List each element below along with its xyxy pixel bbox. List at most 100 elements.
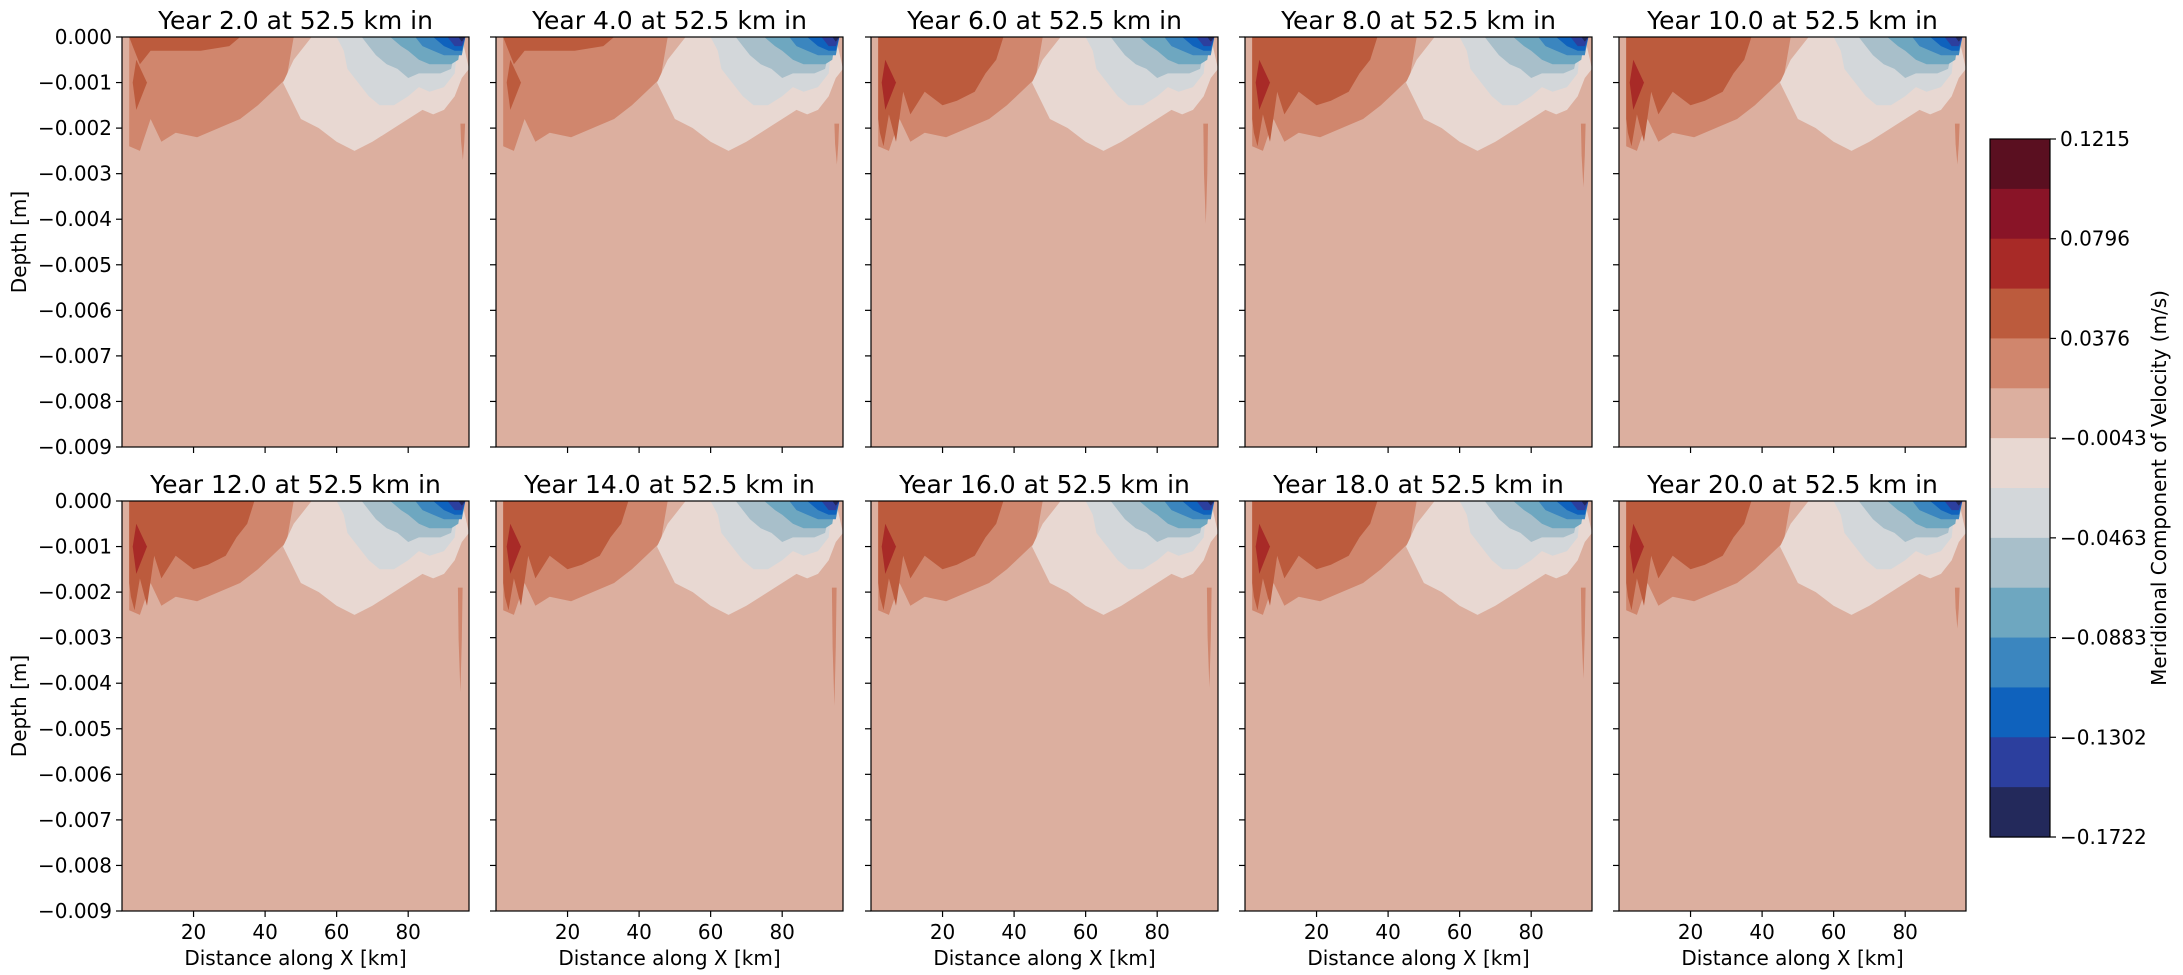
panel-1: Year 2.0 at 52.5 km in 0.000 −0.001 −0.002 −… (7, 6, 470, 459)
y-tick-label: 0.000 (55, 489, 112, 513)
axes-frame (1244, 36, 1593, 448)
contour-west-level-2 (871, 501, 1004, 611)
x-tick-label: 60 (698, 920, 723, 944)
contour-east-plume (1580, 587, 1586, 679)
panel-5: Year 10.0 at 52.5 km in (1613, 6, 1967, 453)
contour-west-level-1 (122, 37, 294, 151)
panel-title: Year 4.0 at 52.5 km in (531, 6, 807, 35)
contour-east-plume (1580, 123, 1586, 188)
x-tick-label: 40 (1375, 920, 1400, 944)
colorbar-tick-label: −0.1302 (2060, 725, 2147, 749)
colorbar-level (1990, 637, 2050, 689)
panel-title: Year 6.0 at 52.5 km in (906, 6, 1182, 35)
contour-east-level-8 (832, 501, 840, 506)
contour-east-plume (1203, 123, 1208, 224)
axes-frame (870, 36, 1219, 448)
contour-west-level-2 (496, 37, 615, 65)
contour-west-core (1629, 59, 1644, 110)
x-tick-label: 60 (1821, 920, 1846, 944)
contour-east-plume (834, 123, 840, 165)
contour-west-core (132, 523, 147, 574)
colorbar-tick-label: −0.0463 (2060, 526, 2147, 550)
contour-west-core (1255, 59, 1270, 110)
colorbar-level (1990, 787, 2050, 838)
colorbar-level (1990, 488, 2050, 539)
colorbar-tick-label: 0.1215 (2060, 127, 2130, 151)
x-tick-label: 80 (1144, 920, 1169, 944)
x-tick-label: 60 (324, 920, 349, 944)
y-tick-label: −0.008 (38, 853, 112, 877)
colorbar-tick-label: −0.1722 (2060, 825, 2147, 849)
axes-frame (495, 500, 844, 912)
x-tick-label: 20 (181, 920, 206, 944)
y-tick-label: −0.009 (38, 435, 112, 459)
y-tick-label: −0.004 (38, 207, 112, 231)
x-tick-label: 40 (252, 920, 277, 944)
x-tick-label: 60 (1447, 920, 1472, 944)
colorbar-level (1990, 139, 2050, 190)
axes-frame (495, 36, 844, 448)
y-tick-label: −0.001 (38, 535, 112, 559)
colorbar-tick-label: −0.0043 (2060, 426, 2147, 450)
y-tick-label: −0.003 (38, 162, 112, 186)
y-tick-label: −0.009 (38, 899, 112, 923)
y-tick-label: −0.003 (38, 626, 112, 650)
contour-west-core (881, 59, 896, 110)
colorbar-tick-label: 0.0796 (2060, 227, 2130, 251)
x-tick-label: 20 (1304, 920, 1329, 944)
contour-west-level-2 (1619, 501, 1752, 611)
panel-title: Year 10.0 at 52.5 km in (1646, 6, 1938, 35)
panel-4: Year 8.0 at 52.5 km in (1239, 6, 1593, 453)
x-tick-label: 80 (769, 920, 794, 944)
contour-west-level-2 (1245, 501, 1378, 611)
colorbar-level (1990, 737, 2050, 788)
colorbar: 0.1215 0.0796 0.0376 −0.0043 −0.0463 −0.0883 −… (1989, 127, 2171, 849)
contour-east-plume (457, 587, 463, 693)
contour-east-level-8 (1955, 501, 1963, 506)
panel-6: Year 12.0 at 52.5 km in 20 40 60 80Distance … (7, 470, 470, 970)
colorbar-level (1990, 188, 2050, 240)
colorbar-frame (1989, 138, 2051, 838)
contour-east-level-8 (1955, 37, 1963, 42)
axes-frame (121, 36, 470, 448)
panel-title: Year 18.0 at 52.5 km in (1272, 470, 1564, 499)
contour-west-level-2 (1619, 37, 1752, 147)
colorbar-level (1990, 388, 2050, 439)
y-tick-label: −0.007 (38, 344, 112, 368)
axes-frame (121, 500, 470, 912)
panel-7: Year 14.0 at 52.5 km in 20 40 60 80Distance … (490, 470, 844, 970)
y-tick-label: −0.008 (38, 389, 112, 413)
contour-east-plume (1954, 587, 1960, 629)
panel-3: Year 6.0 at 52.5 km in (865, 6, 1219, 453)
colorbar-level (1990, 288, 2050, 340)
panel-10: Year 20.0 at 52.5 km in 20 40 60 80Distance … (1613, 470, 1967, 970)
y-tick-label: −0.005 (38, 717, 112, 741)
x-tick-label: 80 (1892, 920, 1917, 944)
panel-title: Year 14.0 at 52.5 km in (523, 470, 815, 499)
contour-west-level-2 (1245, 37, 1378, 147)
contour-east-level-8 (458, 501, 466, 506)
contour-east-plume (1954, 123, 1960, 165)
y-tick-label: 0.000 (55, 25, 112, 49)
y-tick-label: −0.005 (38, 253, 112, 277)
contour-east-level-8 (1581, 501, 1589, 506)
x-tick-label: 80 (1518, 920, 1543, 944)
contour-east-plume (831, 587, 837, 706)
y-tick-label: −0.001 (38, 71, 112, 95)
contour-west-core (881, 523, 896, 574)
panel-grid: Year 2.0 at 52.5 km in 0.000 −0.001 −0.002 −… (7, 6, 1967, 970)
x-axis-label: Distance along X [km] (1307, 946, 1529, 970)
axes-frame (1618, 500, 1967, 912)
colorbar-level (1990, 537, 2050, 589)
colorbar-label: Meridional Component of Velocity (m/s) (2147, 290, 2171, 686)
y-axis-label: Depth [m] (7, 655, 31, 757)
contour-east-plume (1206, 587, 1212, 688)
colorbar-tick-label: 0.0376 (2060, 326, 2130, 350)
x-tick-label: 40 (1749, 920, 1774, 944)
x-tick-label: 20 (1678, 920, 1703, 944)
panel-title: Year 20.0 at 52.5 km in (1646, 470, 1938, 499)
contour-west-core (506, 59, 521, 110)
contour-west-level-1 (496, 37, 668, 151)
colorbar-level (1990, 687, 2050, 738)
x-tick-label: 60 (1073, 920, 1098, 944)
